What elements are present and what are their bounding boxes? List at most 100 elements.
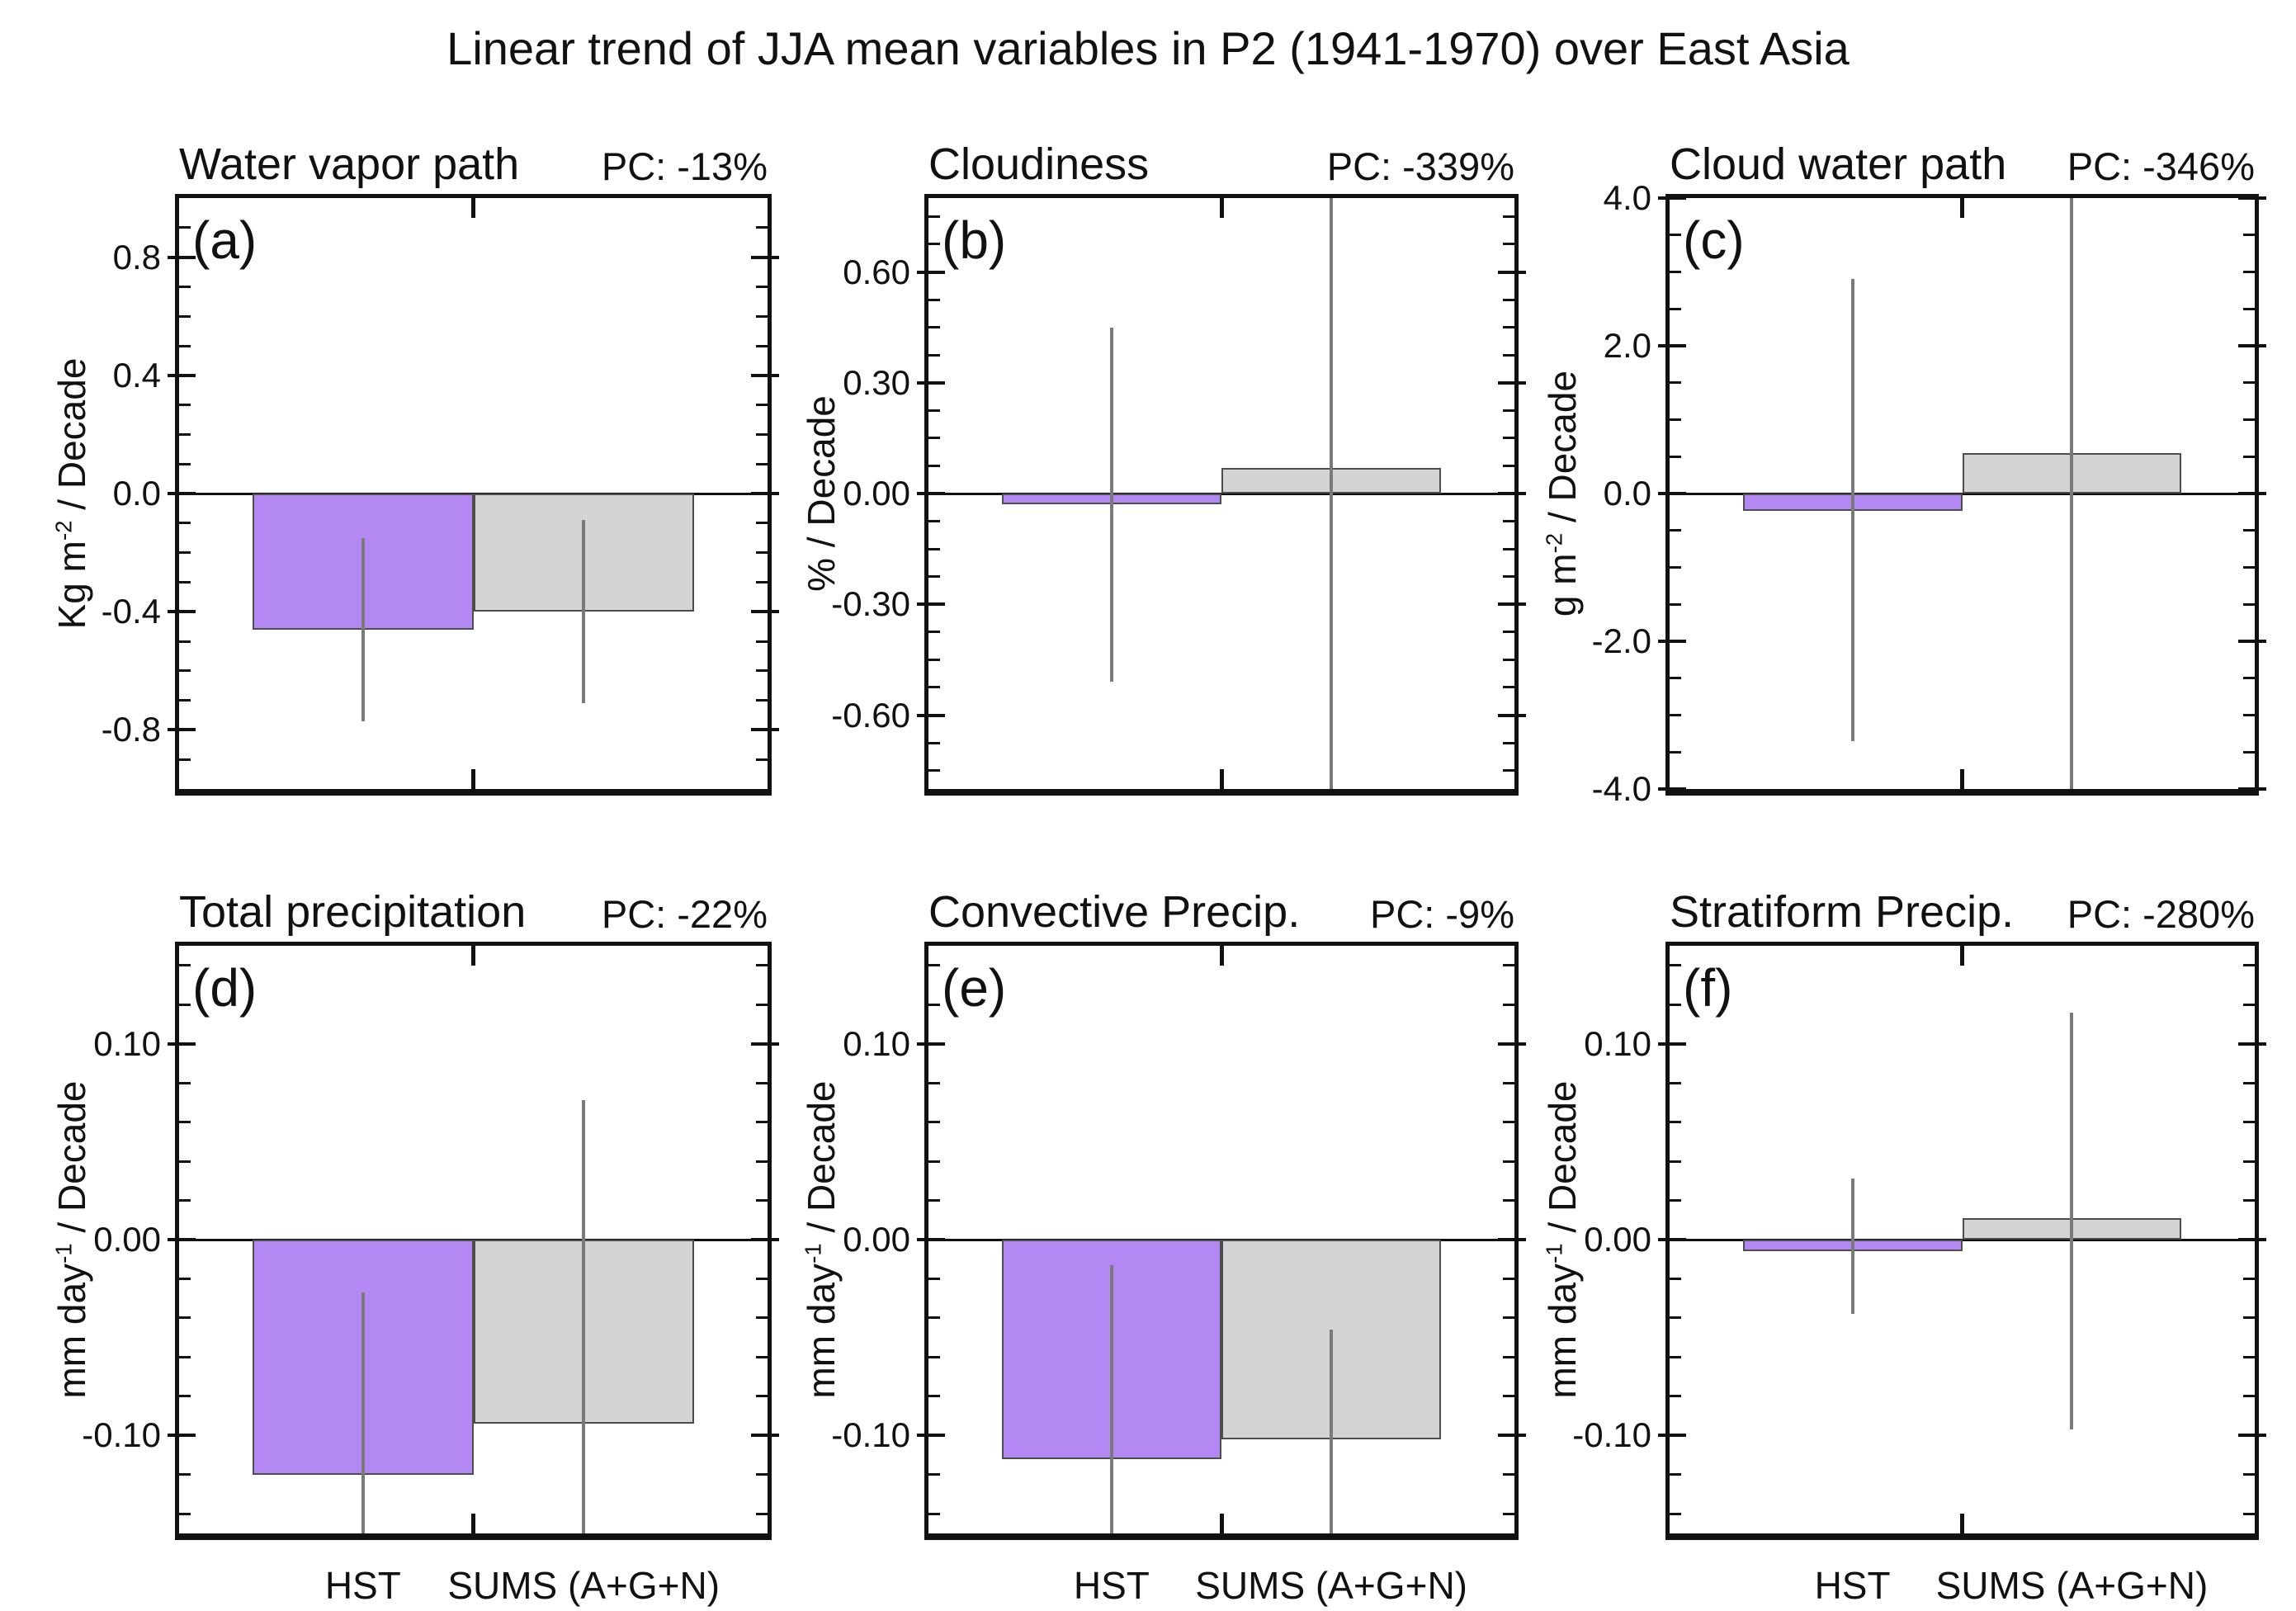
panel-header: Stratiform Precip. PC: -280% (1670, 875, 2255, 934)
y-minor-tick-right (2243, 1121, 2255, 1124)
y-tick-label: 0.00 (843, 474, 910, 513)
y-minor-tick-right (2243, 1160, 2255, 1163)
y-major-tick-left (917, 1042, 945, 1046)
panel-f-plot-area: 0.10 0.00 -0.10 Stratiform Precip. PC: -280%… (1541, 890, 2266, 1607)
y-major-tick-right (2238, 492, 2266, 495)
x-center-tick-top (1219, 946, 1224, 966)
y-minor-tick-left (1670, 566, 1681, 569)
y-axis-label: mm day-1 / Decade (50, 1080, 94, 1398)
y-minor-tick-right (2243, 455, 2255, 458)
y-major-tick-left (917, 713, 945, 717)
y-minor-tick-right (1503, 243, 1514, 246)
pc-badge: PC: -339% (1326, 144, 1514, 188)
y-minor-tick-right (2243, 677, 2255, 680)
y-major-tick-left (168, 1042, 196, 1046)
y-minor-tick-right (2243, 1003, 2255, 1006)
y-minor-tick-left (928, 575, 940, 579)
y-minor-tick-left (928, 1160, 940, 1163)
x-center-tick-top (1219, 198, 1224, 218)
y-minor-tick-right (2243, 1316, 2255, 1320)
y-minor-tick-right (1503, 298, 1514, 301)
panel-title: Stratiform Precip. (1670, 887, 2015, 937)
y-minor-tick-left (928, 520, 940, 523)
y-minor-tick-right (756, 432, 768, 436)
y-minor-tick-left (179, 1277, 191, 1280)
y-axis-label-text: / Decade (50, 1080, 93, 1244)
y-minor-tick-right (756, 1473, 768, 1476)
y-minor-tick-right (1503, 409, 1514, 412)
y-minor-tick-right (2243, 307, 2255, 310)
y-axis-label-text: / Decade (1541, 1080, 1584, 1244)
y-minor-tick-left (179, 404, 191, 407)
y-minor-tick-right (756, 1003, 768, 1006)
y-minor-tick-right (1503, 769, 1514, 772)
y-axis-label: mm day-1 / Decade (799, 1080, 843, 1398)
y-minor-tick-right (756, 1121, 768, 1124)
panel-title: Total precipitation (179, 887, 527, 937)
y-minor-tick-left (179, 669, 191, 673)
y-minor-tick-left (1670, 455, 1681, 458)
x-center-tick-top (1960, 946, 1964, 966)
y-minor-tick-right (2243, 271, 2255, 273)
y-tick-label: 0.10 (93, 1023, 161, 1063)
y-major-tick-left (1658, 1042, 1686, 1046)
x-center-tick-bottom (471, 769, 475, 789)
y-minor-tick-left (179, 1395, 191, 1398)
y-major-tick-right (1498, 713, 1526, 717)
x-tick-label-hst: HST (1814, 1564, 1891, 1607)
y-axis-label-text: mm day (50, 1263, 93, 1399)
y-minor-tick-left (928, 326, 940, 329)
x-center-tick-top (1960, 198, 1964, 218)
panel-d-plot-area: 0.10 0.00 -0.10 Total precipitation PC: -22%… (50, 890, 779, 1607)
y-minor-tick-right (1503, 1395, 1514, 1398)
y-minor-tick-left (179, 1355, 191, 1358)
y-minor-tick-right (1503, 326, 1514, 329)
y-major-tick-right (751, 255, 779, 259)
y-minor-tick-right (756, 1512, 768, 1515)
y-minor-tick-right (756, 669, 768, 673)
y-major-tick-right (1498, 602, 1526, 607)
y-major-tick-right (1498, 1238, 1526, 1241)
x-center-tick-top (471, 198, 475, 218)
y-minor-tick-left (179, 1160, 191, 1163)
y-minor-tick-right (2243, 529, 2255, 532)
panel-f: 0.10 0.00 -0.10 Stratiform Precip. PC: -280%… (1541, 890, 2266, 1607)
y-minor-tick-right (756, 226, 768, 229)
y-minor-tick-left (179, 1003, 191, 1006)
y-axis-label-sup: -1 (50, 1243, 77, 1264)
panel-e: 0.10 0.00 -0.10 Convective Precip. PC: -9% (e… (800, 890, 1526, 1607)
y-minor-tick-left (179, 699, 191, 702)
y-minor-tick-right (2243, 566, 2255, 569)
panel-header: Water vapor path PC: -13% (179, 127, 768, 187)
y-minor-tick-right (2243, 714, 2255, 716)
y-minor-tick-left (928, 298, 940, 301)
pc-badge: PC: -13% (601, 144, 768, 188)
y-minor-tick-left (928, 353, 940, 357)
y-minor-tick-left (179, 1199, 191, 1202)
y-minor-tick-left (179, 640, 191, 643)
x-center-tick-bottom (1960, 769, 1964, 789)
y-minor-tick-left (1670, 381, 1681, 385)
y-minor-tick-left (179, 1473, 191, 1476)
y-minor-tick-right (1503, 464, 1514, 467)
panel-c-plot-area: 4.0 2.0 0.0 -2.0 -4.0 Cloud water path PC: -34… (1541, 142, 2266, 808)
y-major-tick-left (917, 492, 945, 495)
y-minor-tick-left (928, 1003, 940, 1006)
y-minor-tick-left (1670, 271, 1681, 273)
y-minor-tick-right (756, 964, 768, 967)
error-bar-hst (1850, 279, 1854, 741)
y-minor-tick-left (179, 285, 191, 288)
y-minor-tick-left (1670, 1277, 1681, 1280)
y-major-tick-right (751, 610, 779, 614)
y-tick-label: -0.10 (1572, 1415, 1651, 1455)
x-center-tick-bottom (1960, 1514, 1964, 1533)
y-axis-label-text: mm day (1541, 1263, 1584, 1399)
y-minor-tick-right (1503, 1081, 1514, 1084)
y-minor-tick-right (1503, 1277, 1514, 1280)
y-axis-label-sup: -1 (1541, 1243, 1567, 1264)
y-tick-label: -0.30 (831, 584, 910, 624)
y-minor-tick-left (928, 437, 940, 440)
pc-badge: PC: -9% (1370, 891, 1514, 936)
y-minor-tick-right (756, 1395, 768, 1398)
y-major-tick-right (751, 492, 779, 495)
